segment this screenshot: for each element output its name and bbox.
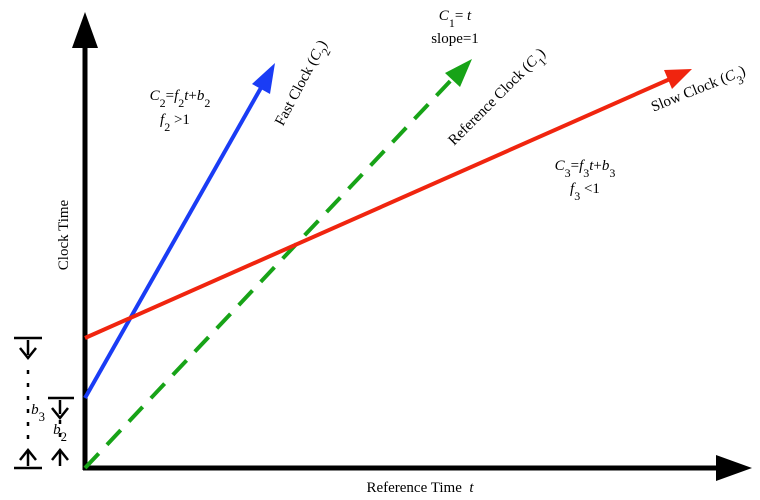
slow-clock-arrow — [664, 69, 692, 89]
text-segment: ) — [737, 63, 748, 80]
b3-label: b3 — [31, 402, 45, 424]
text-segment: 3 — [39, 410, 45, 424]
c2-condition: f2 >1 — [160, 112, 190, 134]
reference-clock-arrow — [445, 59, 472, 87]
fast-clock-arrow — [252, 63, 275, 94]
text-segment: 3 — [574, 189, 580, 203]
text-segment: 2 — [318, 46, 333, 58]
text-segment: t — [589, 158, 594, 174]
text-segment: 2 — [61, 430, 67, 444]
text-segment: b — [53, 422, 61, 438]
text-segment: = — [166, 88, 174, 104]
text-segment: Fast Clock ( — [272, 56, 321, 128]
text-segment: + — [593, 158, 601, 174]
text-segment: f — [570, 181, 576, 197]
text-segment: ) — [314, 38, 330, 50]
text-segment: Reference Time — [366, 480, 469, 496]
text-segment: b — [602, 158, 610, 174]
c3-equation: C3=f3t+b3 — [555, 158, 616, 180]
text-segment: Clock Time — [56, 199, 72, 270]
b2-dimension — [48, 396, 74, 466]
text-segment: 3 — [735, 72, 746, 87]
slow-clock-line — [84, 77, 671, 340]
x-axis-arrow — [716, 455, 752, 481]
x-axis-label: Reference Time t — [366, 480, 474, 496]
text-segment: f — [174, 88, 180, 104]
fast-clock-line — [83, 85, 264, 399]
text-segment: C — [439, 8, 450, 24]
text-segment: 3 — [609, 166, 615, 180]
c2-equation: C2=f2t+b2 — [150, 88, 211, 110]
text-segment: Slow Clock ( — [649, 71, 728, 115]
text-segment: = — [455, 8, 467, 24]
text-segment: + — [188, 88, 196, 104]
text-segment: 1 — [449, 16, 455, 30]
text-segment: = — [571, 158, 579, 174]
text-segment: t — [184, 88, 189, 104]
text-segment: 2 — [164, 120, 170, 134]
text-segment: 3 — [565, 166, 571, 180]
y-axis-label: Clock Time — [56, 199, 72, 270]
text-segment: 2 — [204, 96, 210, 110]
text-segment: f — [160, 112, 166, 128]
slow-clock-label: Slow Clock (C3) — [649, 63, 750, 121]
text-segment: b — [31, 402, 39, 418]
y-axis-arrow — [72, 12, 98, 48]
text-segment: t — [467, 8, 472, 24]
b3-dimension — [14, 336, 42, 470]
c1-slope: slope=1 — [431, 31, 479, 47]
b2-label: b2 — [53, 422, 67, 444]
reference-clock-line — [83, 74, 457, 470]
text-segment: b — [197, 88, 205, 104]
text-segment: C — [150, 88, 161, 104]
text-segment: 2 — [178, 96, 184, 110]
c1-equation: C1= t — [439, 8, 472, 30]
text-segment: >1 — [170, 112, 190, 128]
text-segment: 3 — [583, 166, 589, 180]
text-segment: 2 — [160, 96, 166, 110]
fast-clock-label: Fast Clock (C2) — [272, 38, 336, 132]
text-segment: slope=1 — [431, 31, 479, 47]
c3-condition: f3 <1 — [570, 181, 600, 203]
text-segment: <1 — [580, 181, 600, 197]
text-segment: C — [555, 158, 566, 174]
text-segment: f — [579, 158, 585, 174]
text-segment: t — [469, 480, 474, 496]
